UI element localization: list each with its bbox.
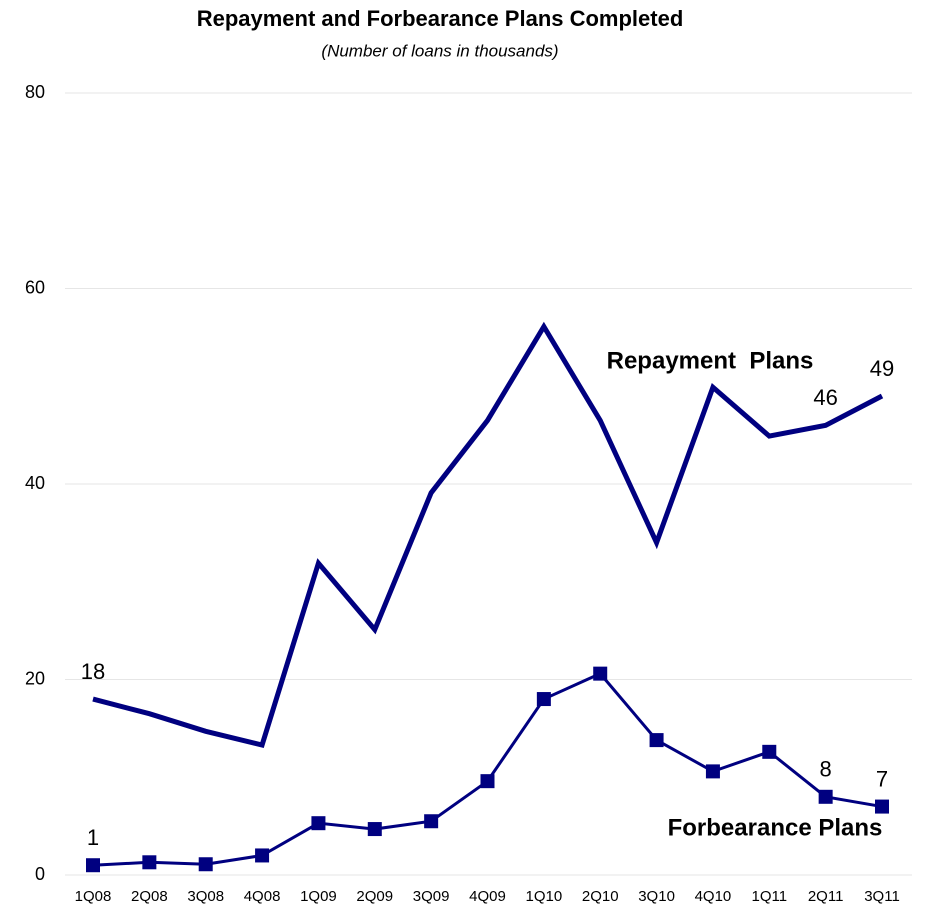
data-label: 49: [870, 356, 894, 381]
marker: [142, 855, 157, 870]
chart-subtitle: (Number of loans in thousands): [321, 41, 558, 60]
marker: [367, 822, 382, 837]
x-tick-label: 4Q08: [244, 888, 281, 905]
x-tick-label: 4Q10: [695, 888, 732, 905]
data-label: 1: [87, 825, 99, 850]
data-label: 8: [820, 757, 832, 782]
x-tick-label: 1Q08: [75, 888, 112, 905]
marker: [875, 799, 889, 814]
y-tick-label: 20: [25, 668, 45, 688]
y-tick-label: 0: [35, 864, 45, 884]
marker: [818, 789, 833, 804]
x-tick-label: 2Q11: [808, 888, 844, 905]
x-tick-label: 1Q10: [526, 888, 563, 905]
marker: [762, 744, 777, 759]
series-label: Repayment Plans: [607, 347, 814, 374]
y-tick-label: 40: [25, 473, 45, 493]
marker: [536, 692, 551, 707]
x-tick-label: 2Q08: [131, 888, 168, 905]
x-tick-label: 3Q08: [187, 888, 224, 905]
data-label: 7: [876, 766, 888, 791]
x-tick-label: 3Q10: [638, 888, 675, 905]
marker: [593, 666, 608, 681]
series-line: [92, 321, 884, 748]
y-tick-label: 60: [25, 277, 45, 297]
chart-title: Repayment and Forbearance Plans Complete…: [197, 6, 684, 31]
data-label: 46: [813, 385, 837, 410]
marker: [255, 848, 270, 863]
marker: [198, 857, 213, 872]
series-label: Forbearance Plans: [668, 814, 883, 841]
marker: [705, 764, 720, 779]
x-tick-label: 3Q09: [413, 888, 450, 905]
x-tick-label: 2Q10: [582, 888, 619, 905]
x-tick-label: 1Q11: [751, 888, 787, 905]
marker: [86, 858, 100, 873]
marker: [480, 774, 495, 789]
x-tick-label: 4Q09: [469, 888, 506, 905]
x-tick-label: 2Q09: [356, 888, 393, 905]
x-tick-label: 1Q09: [300, 888, 337, 905]
marker: [649, 733, 664, 748]
y-tick-label: 80: [25, 82, 45, 102]
x-tick-label: 3Q11: [864, 888, 900, 905]
marker: [424, 814, 439, 829]
marker: [311, 816, 326, 831]
data-label: 18: [81, 659, 105, 684]
